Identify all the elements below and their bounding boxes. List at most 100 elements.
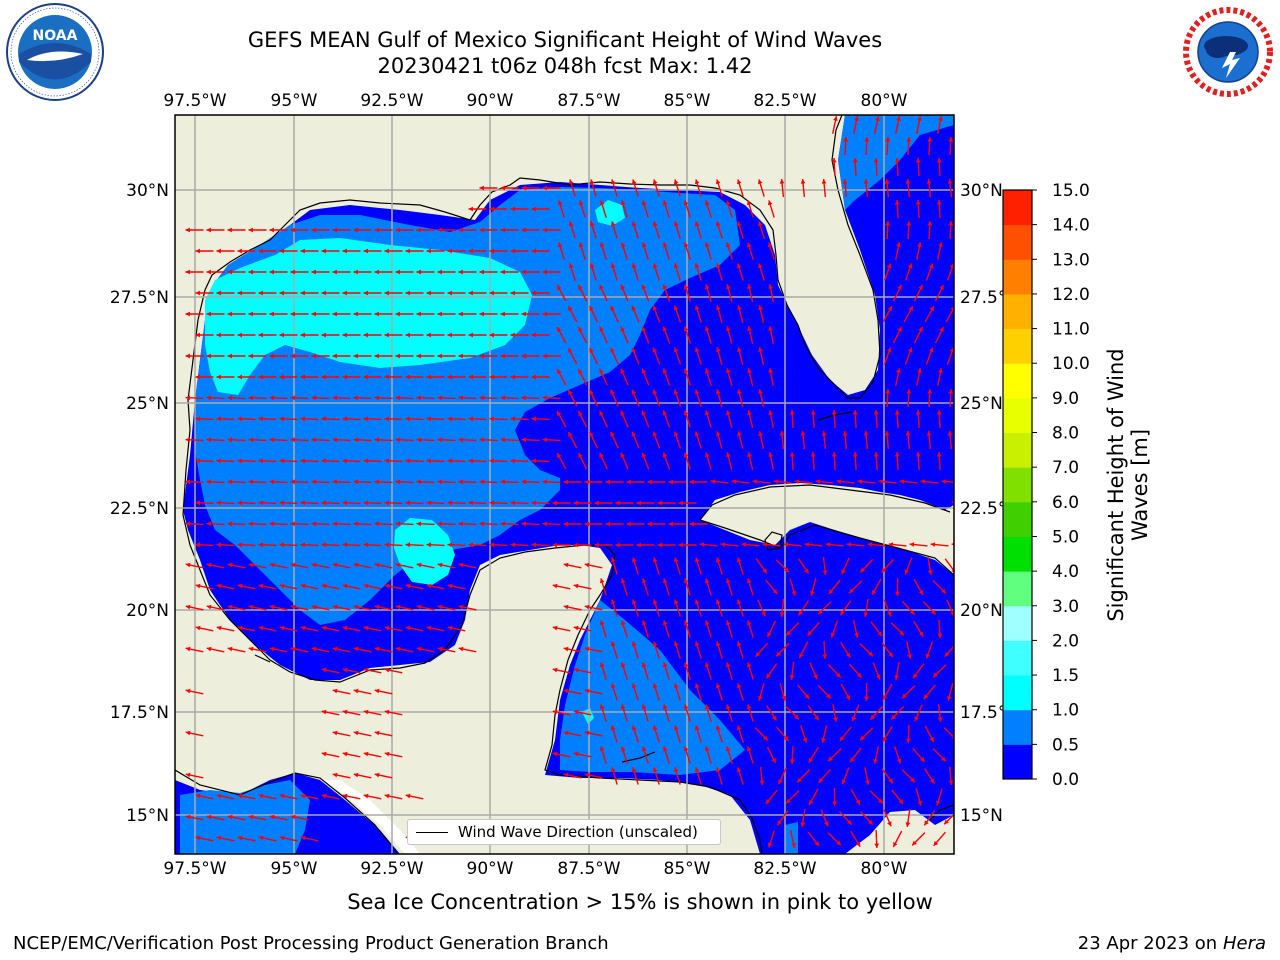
wind-arrow: [447, 500, 466, 506]
wind-arrow: [841, 557, 850, 575]
wind-arrow: [932, 580, 947, 594]
wind-arrow: [237, 542, 256, 548]
wind-arrow: [683, 368, 691, 386]
wind-arrow: [850, 788, 861, 806]
lon-label-top: 85°W: [664, 91, 711, 111]
wind-arrow: [332, 604, 351, 611]
wind-arrow: [859, 810, 874, 826]
wind-arrow: [384, 416, 403, 422]
wind-arrow: [216, 248, 235, 254]
wind-arrow: [321, 416, 340, 422]
colorbar-segment: [1003, 640, 1032, 676]
wind-arrow: [915, 157, 921, 177]
wind-arrow: [747, 452, 754, 470]
wind-arrow: [736, 641, 744, 659]
wind-arrow: [820, 809, 829, 827]
wind-arrow: [883, 347, 892, 365]
wind-arrow: [500, 437, 519, 443]
wind-arrow: [848, 580, 863, 594]
wind-arrow: [906, 388, 912, 408]
wind-arrow: [437, 646, 456, 653]
wind-arrow: [716, 347, 723, 365]
wind-arrow: [821, 430, 827, 450]
wind-arrow: [479, 395, 498, 401]
wind-arrow: [531, 374, 550, 380]
wind-arrow: [342, 458, 361, 464]
wind-arrow: [311, 479, 330, 485]
wind-arrow: [725, 662, 733, 680]
wind-arrow: [715, 599, 723, 617]
wind-arrow: [704, 242, 712, 260]
wind-arrow: [300, 416, 319, 422]
wind-arrow: [924, 725, 935, 743]
wind-arrow: [932, 664, 947, 678]
wind-arrow: [363, 290, 382, 296]
wind-arrow: [206, 227, 225, 233]
wind-arrow: [853, 116, 859, 134]
wind-arrow: [248, 437, 267, 443]
wind-arrow: [290, 479, 309, 485]
wind-arrow: [957, 327, 965, 343]
wind-arrow: [610, 767, 618, 785]
wind-arrow: [933, 831, 946, 847]
wind-arrow: [683, 242, 691, 260]
wind-arrow: [652, 389, 661, 407]
wind-arrow: [185, 772, 204, 779]
wind-arrow: [258, 248, 277, 254]
wind-arrow: [416, 479, 435, 485]
wind-arrow: [842, 430, 848, 450]
wind-arrow: [704, 452, 712, 470]
colorbar-tick-label: 4.0: [1052, 562, 1079, 582]
wind-arrow: [662, 242, 670, 260]
wind-arrow: [715, 725, 723, 743]
wind-arrow: [620, 578, 628, 596]
wind-arrow: [206, 437, 225, 443]
wind-arrow: [384, 458, 403, 464]
wind-arrow: [227, 311, 246, 317]
footer-host: Hera: [1222, 933, 1266, 954]
wind-arrow: [831, 451, 837, 471]
lon-label-top: 90°W: [467, 91, 514, 111]
wind-arrow: [489, 290, 508, 296]
wind-arrow: [704, 368, 712, 386]
wind-arrow: [880, 558, 895, 574]
no-data-strip: [320, 780, 420, 854]
wind-arrow: [195, 583, 214, 590]
wind-arrow: [563, 479, 582, 485]
wind-arrow: [447, 374, 466, 380]
wind-arrow: [737, 389, 744, 407]
wind-arrow: [716, 305, 723, 323]
wind-arrow: [652, 641, 660, 659]
wind-arrow: [883, 599, 892, 617]
wind-arrow: [956, 664, 966, 679]
colorbar-segment: [1003, 501, 1032, 537]
wind-arrow: [610, 221, 618, 239]
wind-arrow: [426, 583, 445, 590]
wind-arrow: [458, 227, 477, 233]
wind-arrow: [631, 305, 640, 323]
wind-arrow: [776, 726, 789, 742]
wind-arrow: [353, 688, 372, 695]
wind-arrow: [736, 179, 744, 197]
map-legend: Wind Wave Direction (unscaled): [407, 819, 721, 845]
wind-arrow: [588, 389, 599, 407]
wind-arrow: [694, 221, 702, 239]
wind-arrow: [185, 688, 204, 695]
wind-arrow: [206, 521, 225, 527]
wind-arrow: [715, 221, 723, 239]
wind-arrow: [556, 410, 567, 428]
wind-arrow: [947, 430, 953, 450]
colorbar-segment: [1003, 536, 1032, 572]
wind-arrow: [641, 578, 649, 596]
wind-arrow: [353, 437, 372, 443]
wind-arrow: [694, 683, 702, 701]
wind-arrow: [248, 353, 267, 359]
wind-arrow: [904, 263, 913, 281]
wind-arrow: [620, 284, 629, 302]
wind-arrow: [353, 562, 372, 569]
wind-arrow: [374, 227, 393, 233]
wind-arrow: [869, 790, 884, 804]
wind-arrow: [185, 227, 204, 233]
wind-arrow: [321, 625, 340, 632]
wind-arrow: [185, 646, 204, 653]
